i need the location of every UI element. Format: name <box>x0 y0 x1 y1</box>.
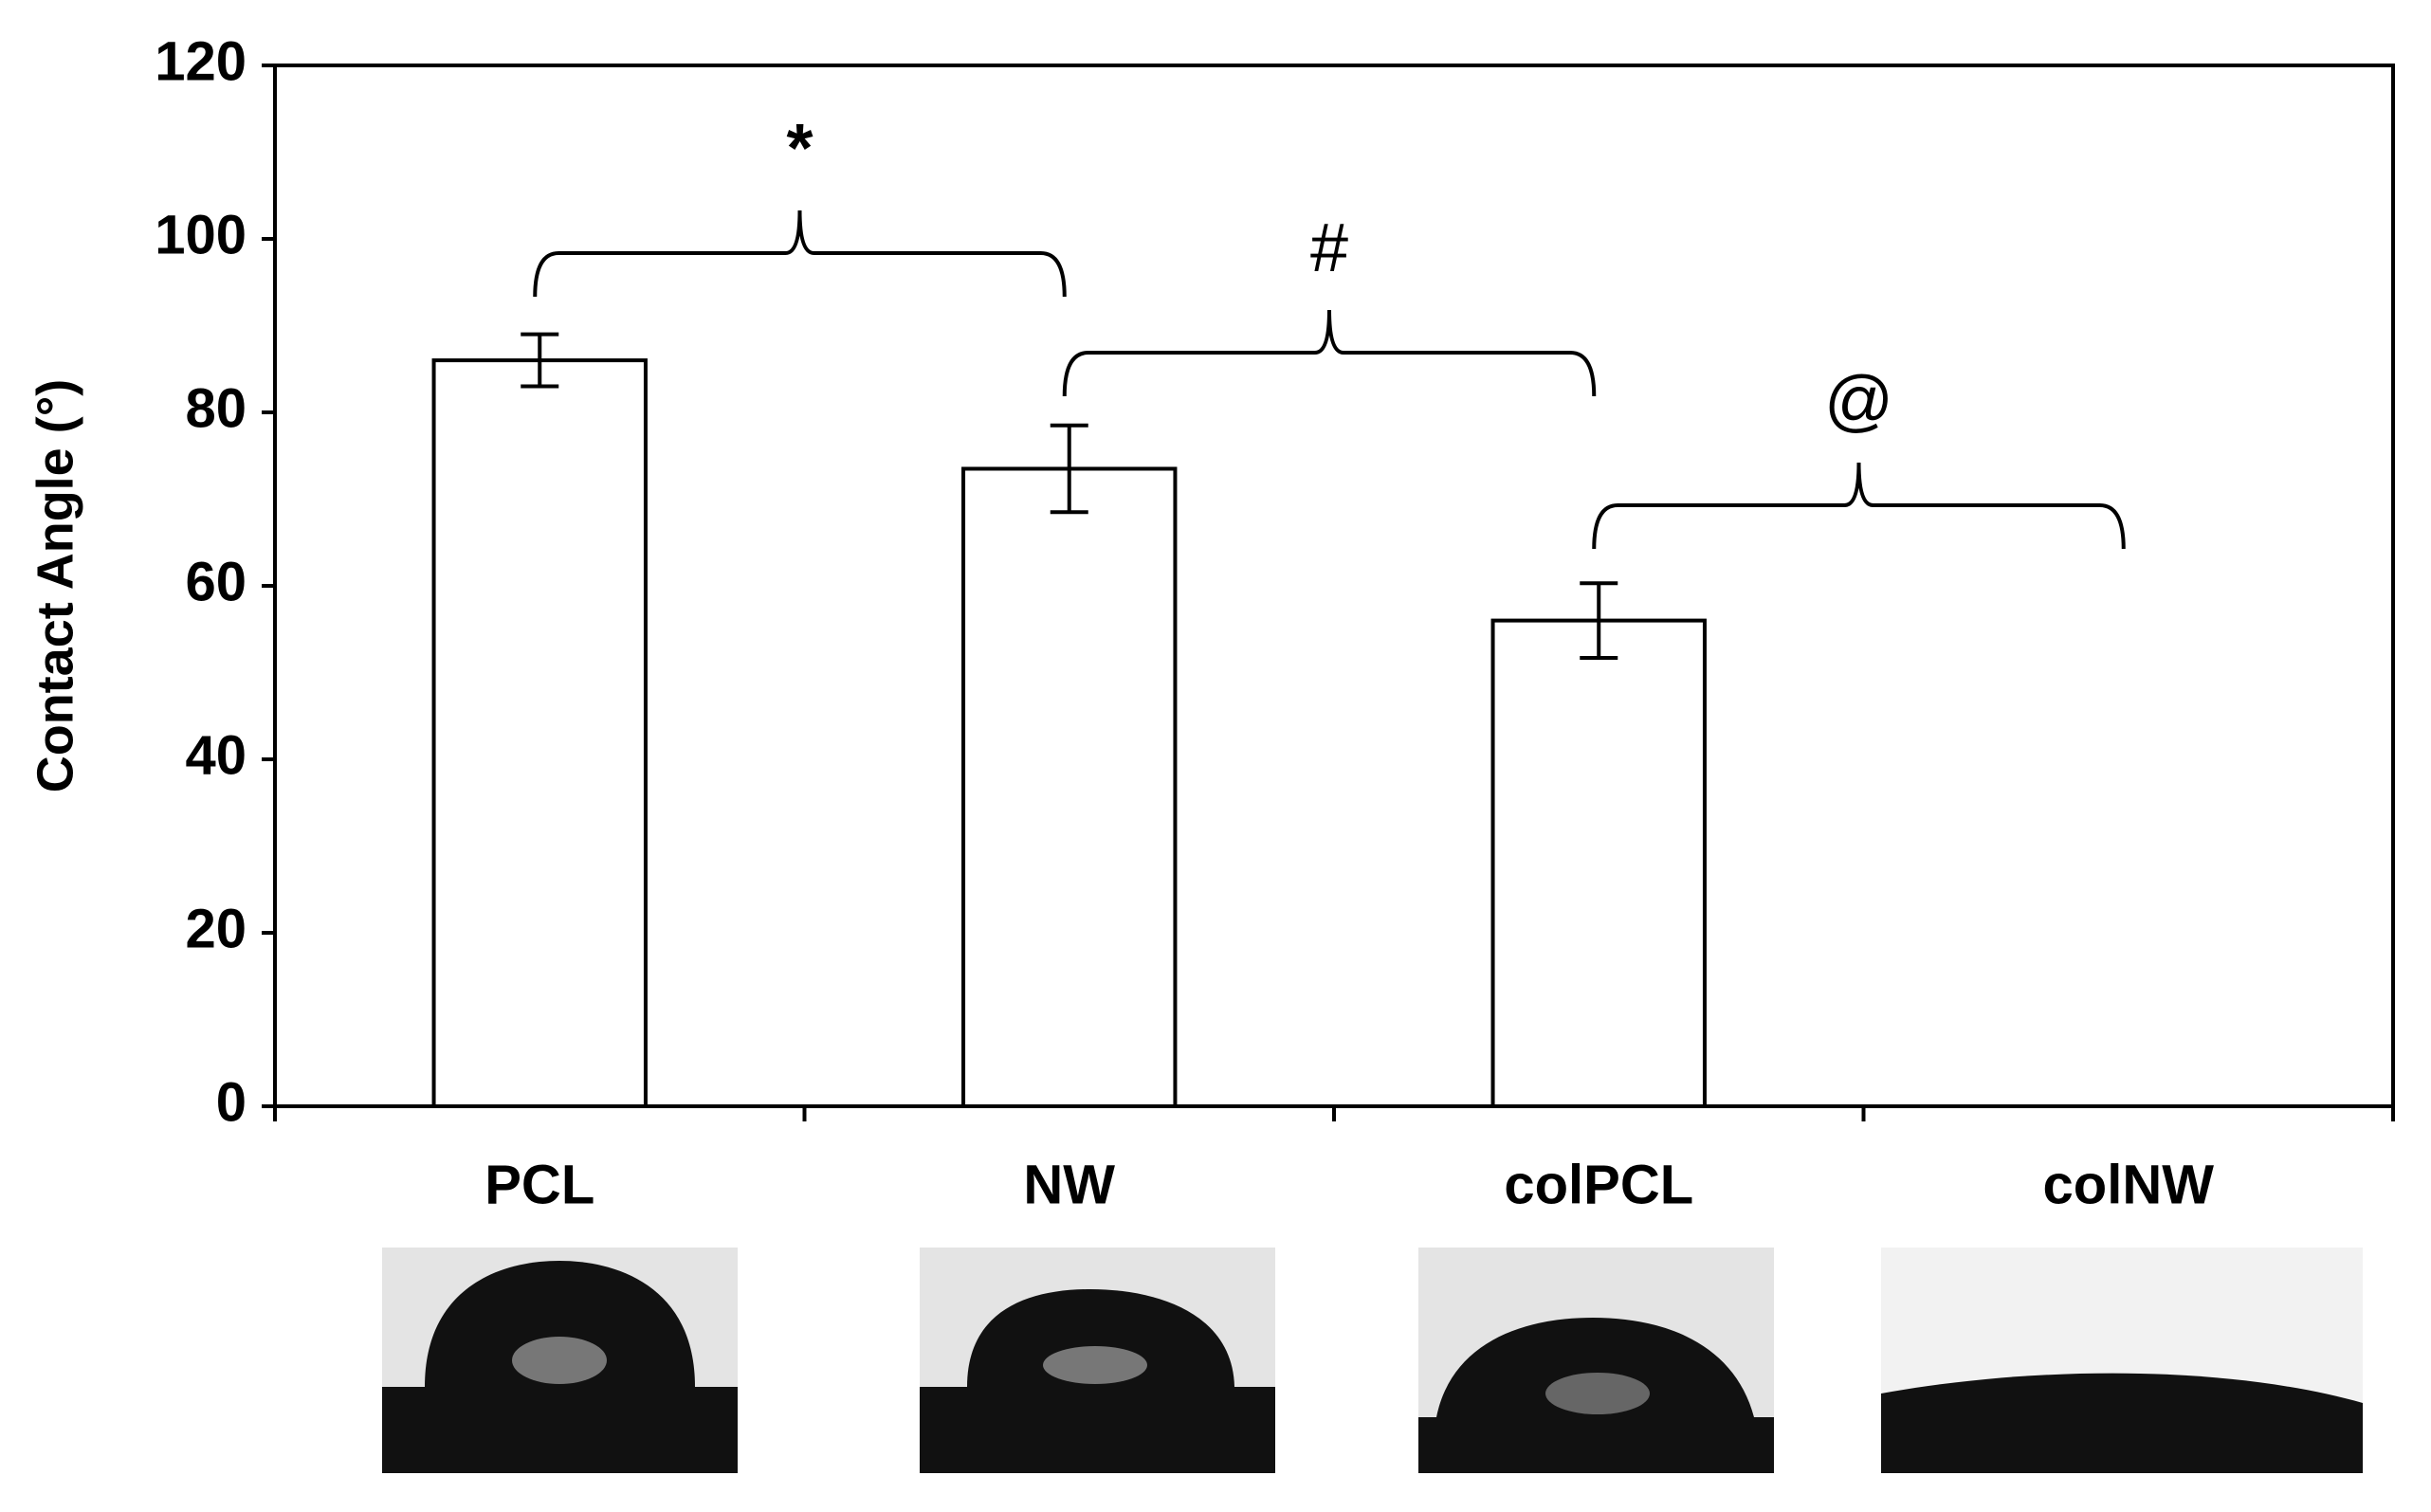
bar <box>431 358 648 1109</box>
y-tick-label: 120 <box>155 30 247 92</box>
significance-bracket <box>1592 462 2126 550</box>
error-bar <box>521 332 559 389</box>
significance-label: # <box>1310 210 1348 286</box>
y-tick-label: 20 <box>185 898 247 959</box>
error-bar <box>1050 423 1088 515</box>
bar <box>961 466 1178 1109</box>
significance-label: * <box>786 111 813 187</box>
bar <box>1490 618 1707 1108</box>
droplet-images <box>382 1248 2363 1473</box>
y-tick-label: 80 <box>185 377 247 439</box>
significance-bracket <box>533 209 1067 298</box>
droplet-image <box>382 1248 738 1473</box>
x-tick-label: NW <box>1023 1154 1115 1215</box>
significance-bracket <box>1062 309 1597 397</box>
x-tick-label: colNW <box>2043 1154 2215 1215</box>
y-tick-label: 100 <box>155 204 247 265</box>
error-bar <box>1580 581 1618 660</box>
x-tick-label: PCL <box>484 1154 594 1215</box>
y-tick-label: 40 <box>185 724 247 786</box>
x-tick-label: colPCL <box>1504 1154 1693 1215</box>
y-tick-label: 60 <box>185 551 247 612</box>
droplet-image <box>920 1248 1275 1473</box>
y-axis-label: Contact Angle (°) <box>27 379 83 793</box>
droplet-image <box>1418 1248 1774 1473</box>
droplet-image <box>1881 1248 2363 1473</box>
significance-label: @ <box>1824 363 1893 439</box>
y-tick-label: 0 <box>216 1071 247 1133</box>
